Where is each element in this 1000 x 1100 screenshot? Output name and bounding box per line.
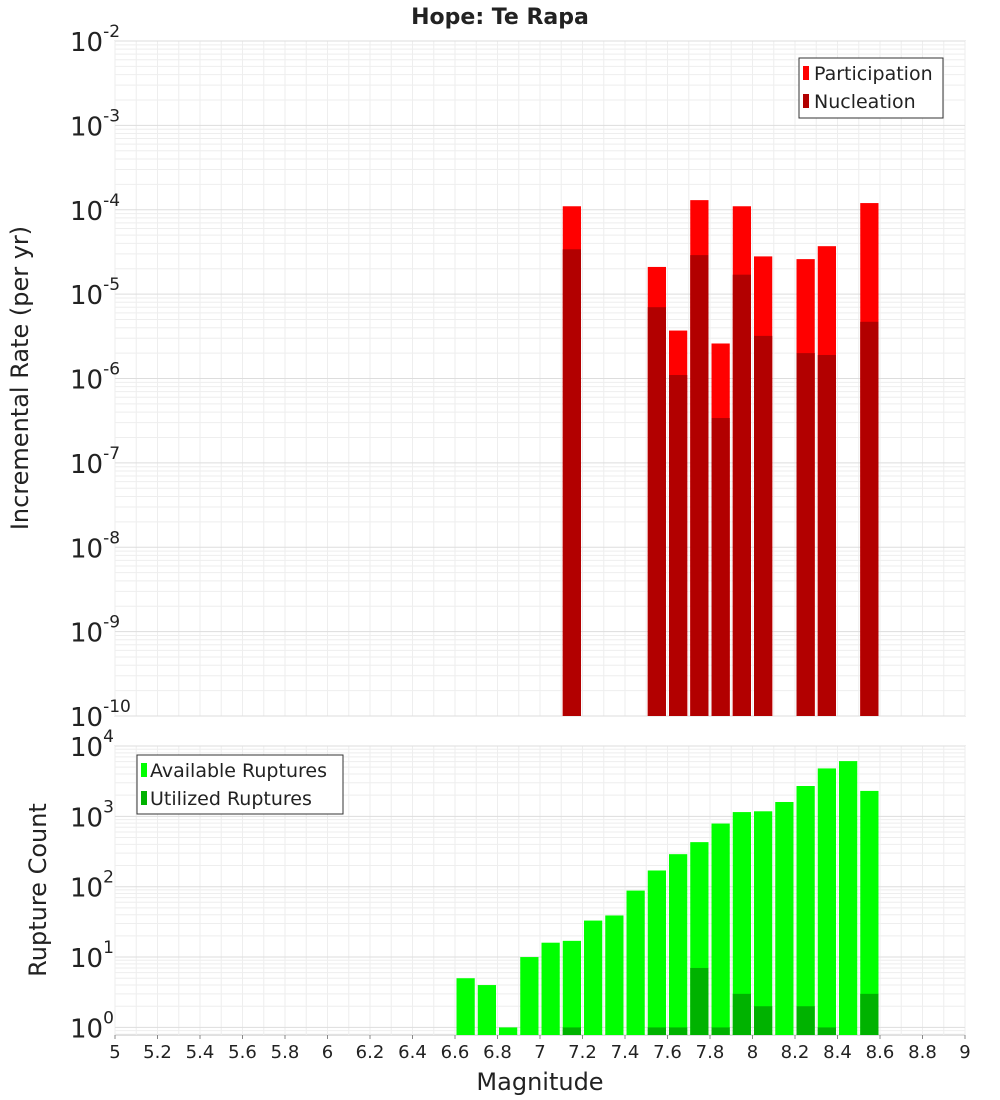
rate-panel: 10-10 10-9 10-8 10-7 10-6 10-5 10-4 10-3 10-2 In… <box>6 22 966 733</box>
available-ruptures-bar <box>456 978 475 1035</box>
utilized-ruptures-bar <box>754 1006 773 1035</box>
available-ruptures-bar <box>839 761 858 1035</box>
x-tick-label: 8 <box>747 1042 758 1063</box>
x-tick-label: 7 <box>534 1042 545 1063</box>
available-ruptures-bar <box>541 942 560 1035</box>
count-y-axis-label: Rupture Count <box>24 803 52 977</box>
utilized-legend-label: Utilized Ruptures <box>150 788 312 810</box>
available-legend-label: Available Ruptures <box>150 760 327 782</box>
x-tick-label: 8.4 <box>823 1042 852 1063</box>
y-tick-label: 10-7 <box>70 444 120 480</box>
available-ruptures-bar <box>605 915 624 1035</box>
available-ruptures-bar <box>754 811 773 1035</box>
y-tick-label: 10-9 <box>70 613 120 649</box>
x-tick-label: 6.2 <box>356 1042 385 1063</box>
utilized-legend-swatch <box>141 791 147 805</box>
nucleation-legend-label: Nucleation <box>814 91 916 113</box>
y-tick-label: 104 <box>70 727 114 763</box>
utilized-ruptures-bar <box>690 967 709 1035</box>
rate-gridlines <box>114 40 966 717</box>
nucleation-bar <box>711 418 730 716</box>
y-tick-label: 10-10 <box>70 697 131 733</box>
x-tick-label: 8.2 <box>781 1042 810 1063</box>
participation-legend-swatch <box>803 66 809 80</box>
participation-legend-label: Participation <box>814 63 933 85</box>
y-tick-label: 10-4 <box>70 191 120 227</box>
magnitude-x-ticks: 5 5.2 5.4 5.6 5.8 6 6.2 6.4 6.6 6.8 7 7.2 7.4 7.6 7.8 8… <box>109 1035 971 1063</box>
count-legend: Available Ruptures Utilized Ruptures <box>136 754 344 815</box>
nucleation-bar <box>754 335 773 716</box>
y-tick-label: 10-8 <box>70 528 120 564</box>
x-tick-label: 5.8 <box>271 1042 300 1063</box>
utilized-ruptures-bar <box>796 1006 815 1035</box>
available-ruptures-bar <box>562 940 581 1035</box>
available-ruptures-bar <box>860 790 879 1035</box>
available-ruptures-bar <box>477 985 496 1035</box>
utilized-ruptures-bar <box>817 1027 836 1035</box>
count-legend-box <box>136 754 344 815</box>
utilized-ruptures-bar <box>860 993 879 1035</box>
nucleation-bar <box>817 354 836 716</box>
available-ruptures-bar <box>817 768 836 1035</box>
available-ruptures-bar <box>732 812 751 1035</box>
x-tick-label: 8.8 <box>908 1042 937 1063</box>
available-ruptures-bar <box>711 823 730 1035</box>
nucleation-bar <box>796 353 815 716</box>
available-ruptures-bar <box>796 786 815 1035</box>
x-tick-label: 7.2 <box>568 1042 597 1063</box>
rate-legend-box <box>798 57 944 119</box>
x-tick-label: 5 <box>109 1042 120 1063</box>
y-tick-label: 101 <box>70 938 114 974</box>
rate-y-ticks: 10-10 10-9 10-8 10-7 10-6 10-5 10-4 10-3 10-2 <box>70 22 131 733</box>
y-tick-label: 10-6 <box>70 360 120 396</box>
nucleation-bar <box>669 375 688 716</box>
y-tick-label: 103 <box>70 797 114 833</box>
magnitude-x-axis-label: Magnitude <box>476 1068 603 1096</box>
available-ruptures-bar <box>520 957 539 1035</box>
count-bars <box>456 761 879 1035</box>
x-tick-label: 5.6 <box>228 1042 257 1063</box>
chart-title: Hope: Te Rapa <box>411 5 589 30</box>
utilized-ruptures-bar <box>711 1027 730 1035</box>
nucleation-bar <box>732 274 751 716</box>
x-tick-label: 8.6 <box>866 1042 895 1063</box>
rate-y-axis-label: Incremental Rate (per yr) <box>6 226 34 530</box>
y-tick-label: 102 <box>70 868 114 904</box>
x-tick-label: 6.6 <box>441 1042 470 1063</box>
available-ruptures-bar <box>626 890 645 1035</box>
x-tick-label: 5.2 <box>143 1042 172 1063</box>
available-ruptures-bar <box>669 854 688 1035</box>
available-ruptures-bar <box>775 801 794 1035</box>
count-panel: 100 101 102 103 104 5 5.2 5.4 5.6 5.8 6 6.2 6.4 6.6 6… <box>24 727 971 1096</box>
y-tick-label: 10-5 <box>70 275 120 311</box>
available-ruptures-bar <box>647 870 666 1035</box>
y-tick-label: 10-2 <box>70 22 120 58</box>
available-ruptures-bar <box>584 920 603 1035</box>
y-tick-label: 10-3 <box>70 106 120 142</box>
x-tick-label: 6.4 <box>398 1042 427 1063</box>
y-tick-label: 100 <box>70 1008 114 1044</box>
utilized-ruptures-bar <box>647 1027 666 1035</box>
nucleation-bar <box>562 249 581 716</box>
x-tick-label: 6.8 <box>483 1042 512 1063</box>
available-legend-swatch <box>141 763 147 777</box>
available-ruptures-bar <box>499 1027 518 1035</box>
utilized-ruptures-bar <box>562 1027 581 1035</box>
x-tick-label: 6 <box>322 1042 333 1063</box>
rate-legend: Participation Nucleation <box>798 57 944 119</box>
nucleation-legend-swatch <box>803 94 809 108</box>
x-tick-label: 9 <box>959 1042 970 1063</box>
x-tick-label: 7.4 <box>611 1042 640 1063</box>
nucleation-bar <box>860 321 879 716</box>
count-y-ticks: 100 101 102 103 104 <box>70 727 114 1044</box>
x-tick-label: 7.6 <box>653 1042 682 1063</box>
x-tick-label: 7.8 <box>696 1042 725 1063</box>
utilized-ruptures-bar <box>732 993 751 1035</box>
nucleation-bar <box>690 255 709 716</box>
rate-bars <box>562 200 879 716</box>
nucleation-bar <box>647 307 666 716</box>
x-tick-label: 5.4 <box>186 1042 215 1063</box>
utilized-ruptures-bar <box>669 1027 688 1035</box>
